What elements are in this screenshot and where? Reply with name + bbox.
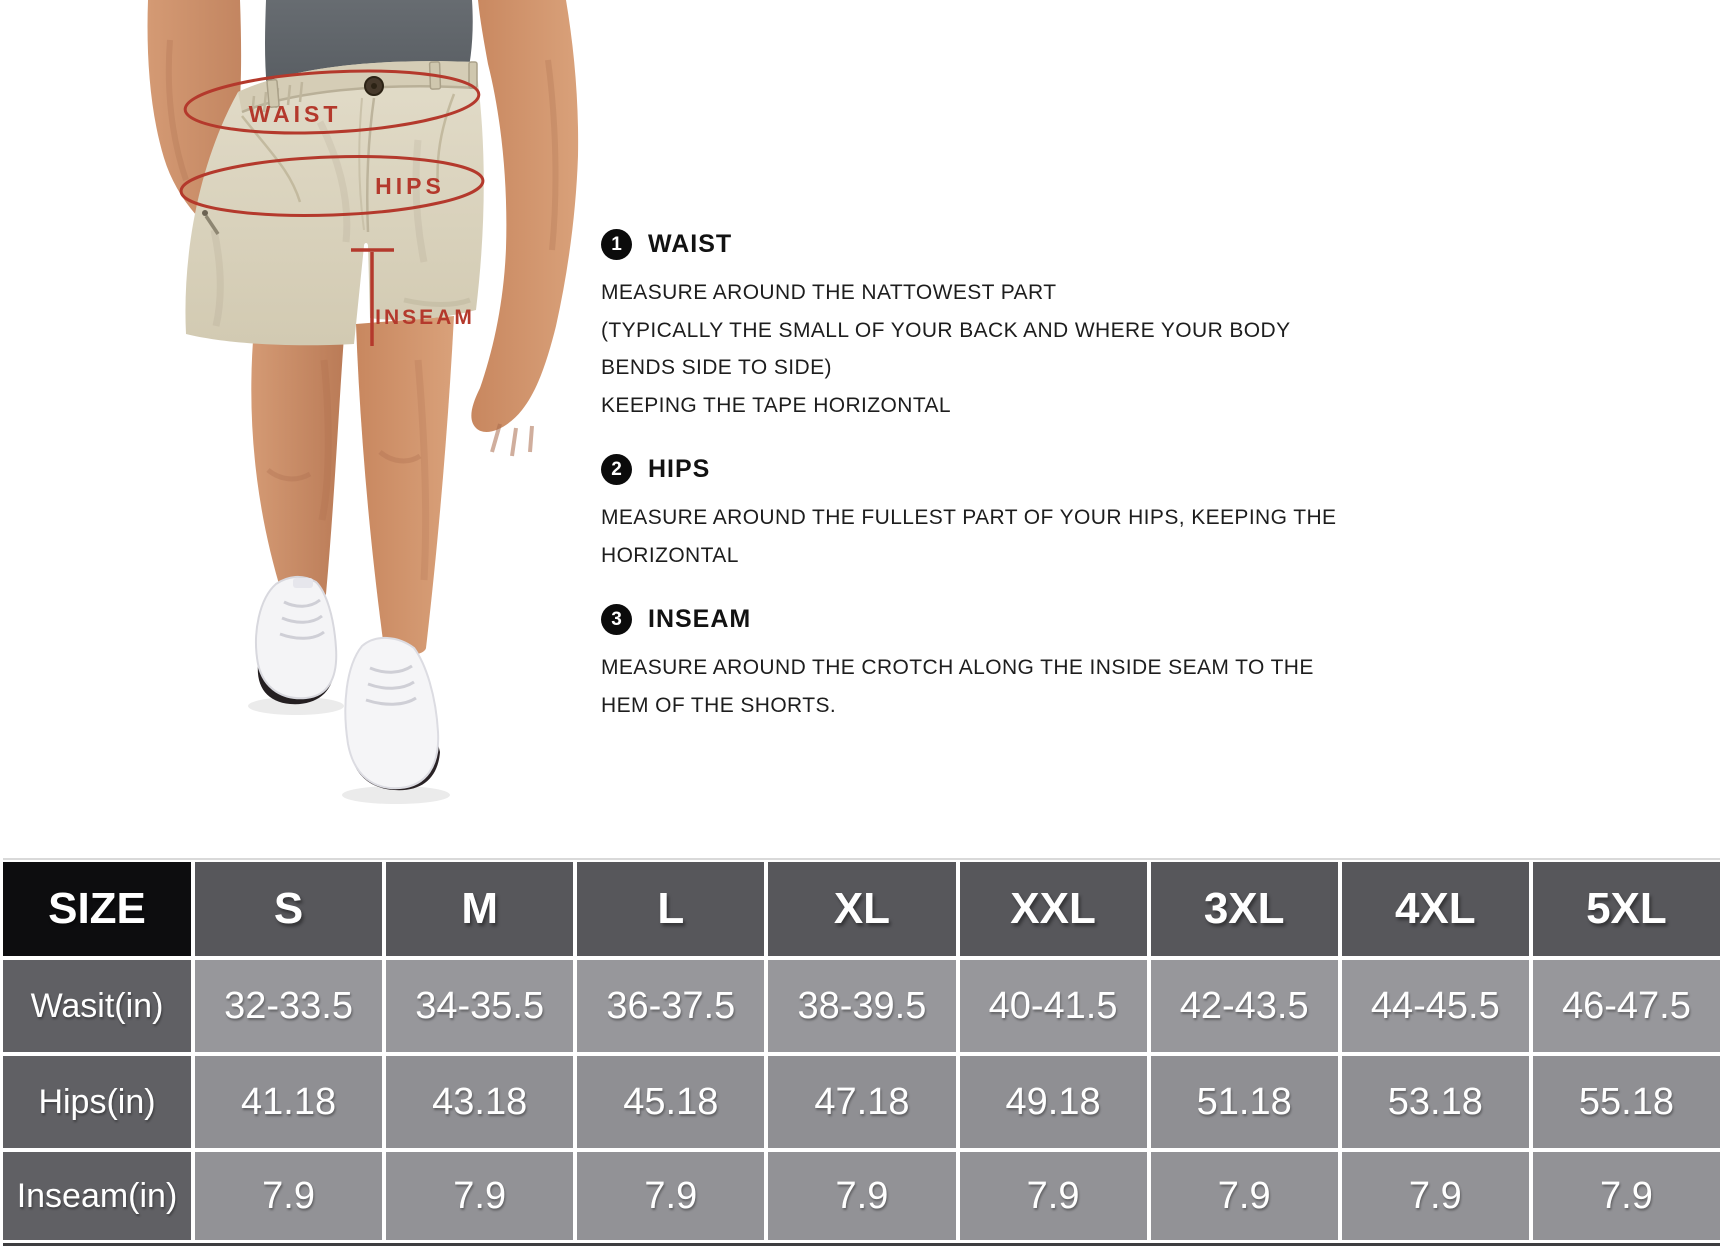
row-label-waist: Wasit(in) (3, 960, 191, 1052)
table-cell: 40-41.5 (959, 960, 1147, 1052)
table-bottom-border (3, 1243, 1720, 1246)
table-header-l: L (577, 862, 765, 956)
table-cell: 32-33.5 (195, 960, 383, 1052)
table-cell: 7.9 (1150, 1152, 1338, 1240)
table-header-m: M (386, 862, 574, 956)
table-cell: 7.9 (386, 1152, 574, 1240)
table-cell: 43.18 (386, 1056, 574, 1148)
right-arm (471, 0, 579, 457)
table-cell: 44-45.5 (1341, 960, 1529, 1052)
instruction-title: WAIST (648, 230, 733, 258)
table-cell: 36-37.5 (577, 960, 765, 1052)
hips-annotation-label: HIPS (375, 173, 445, 199)
table-cell: 7.9 (959, 1152, 1147, 1240)
instruction-line: HEM OF THE SHORTS. (601, 693, 837, 717)
table-cell: 7.9 (577, 1152, 765, 1240)
instruction-line: MEASURE AROUND THE CROTCH ALONG THE INSI… (601, 656, 1314, 679)
table-header-size: SIZE (3, 862, 191, 956)
inseam-annotation-label: INSEAM (375, 306, 475, 329)
measurement-annotations: WAIST HIPS INSEAM (179, 69, 485, 346)
table-header-3xl: 3XL (1150, 862, 1338, 956)
legs (251, 316, 454, 656)
table-cell: 49.18 (959, 1056, 1147, 1148)
step-number-badge: 2 (601, 454, 632, 485)
shoe-shadow (342, 786, 450, 804)
row-label-inseam: Inseam(in) (3, 1152, 191, 1240)
instruction-inseam: 3 INSEAM MEASURE AROUND THE CROTCH ALONG… (601, 604, 1716, 724)
instruction-line: MEASURE AROUND THE FULLEST PART OF YOUR … (601, 506, 1337, 529)
model-illustration: WAIST HIPS INSEAM (147, 0, 579, 804)
table-cell: 7.9 (195, 1152, 383, 1240)
table-header-xl: XL (768, 862, 956, 956)
table-cell: 41.18 (195, 1056, 383, 1148)
table-header-xxl: XXL (959, 862, 1147, 956)
instruction-line: HORIZONTAL (601, 543, 739, 567)
table-header-s: S (195, 862, 383, 956)
waist-ellipse (183, 69, 481, 135)
instruction-line: MEASURE AROUND THE NATTOWEST PART (601, 281, 1057, 304)
row-label-hips: Hips(in) (3, 1056, 191, 1148)
size-chart-table: SIZE S M L XL XXL 3XL 4XL 5XL Wasit(in) … (3, 858, 1720, 1246)
table-cell: 53.18 (1341, 1056, 1529, 1148)
size-chart-grid: SIZE S M L XL XXL 3XL 4XL 5XL Wasit(in) … (3, 858, 1720, 1240)
table-cell: 47.18 (768, 1056, 956, 1148)
table-cell: 55.18 (1532, 1056, 1720, 1148)
instruction-title: INSEAM (648, 605, 752, 633)
table-cell: 38-39.5 (768, 960, 956, 1052)
model-photo: WAIST HIPS INSEAM (118, 0, 588, 812)
waist-annotation-label: WAIST (249, 101, 342, 127)
instruction-line: BENDS SIDE TO SIDE) (601, 356, 832, 379)
table-cell: 46-47.5 (1532, 960, 1720, 1052)
hips-ellipse (179, 155, 485, 217)
instruction-line: (TYPICALLY THE SMALL OF YOUR BACK AND WH… (601, 318, 1291, 342)
instruction-hips: 2 HIPS MEASURE AROUND THE FULLEST PART O… (601, 454, 1716, 574)
table-header-5xl: 5XL (1532, 862, 1720, 956)
table-cell: 7.9 (1341, 1152, 1529, 1240)
table-cell: 45.18 (577, 1056, 765, 1148)
shoe-shadow (248, 697, 344, 715)
table-cell: 7.9 (1532, 1152, 1720, 1240)
table-header-4xl: 4XL (1341, 862, 1529, 956)
instruction-line: KEEPING THE TAPE HORIZONTAL (601, 393, 951, 417)
step-number-badge: 3 (601, 604, 632, 635)
inseam-line (351, 248, 394, 346)
instruction-title: HIPS (648, 455, 711, 483)
table-cell: 51.18 (1150, 1056, 1338, 1148)
table-cell: 7.9 (768, 1152, 956, 1240)
left-shoe (255, 576, 338, 705)
measure-instructions: 1 WAIST MEASURE AROUND THE NATTOWEST PAR… (601, 229, 1716, 754)
instruction-waist: 1 WAIST MEASURE AROUND THE NATTOWEST PAR… (601, 229, 1716, 424)
table-cell: 34-35.5 (386, 960, 574, 1052)
table-cell: 42-43.5 (1150, 960, 1338, 1052)
step-number-badge: 1 (601, 229, 632, 260)
right-shoe (344, 637, 440, 791)
